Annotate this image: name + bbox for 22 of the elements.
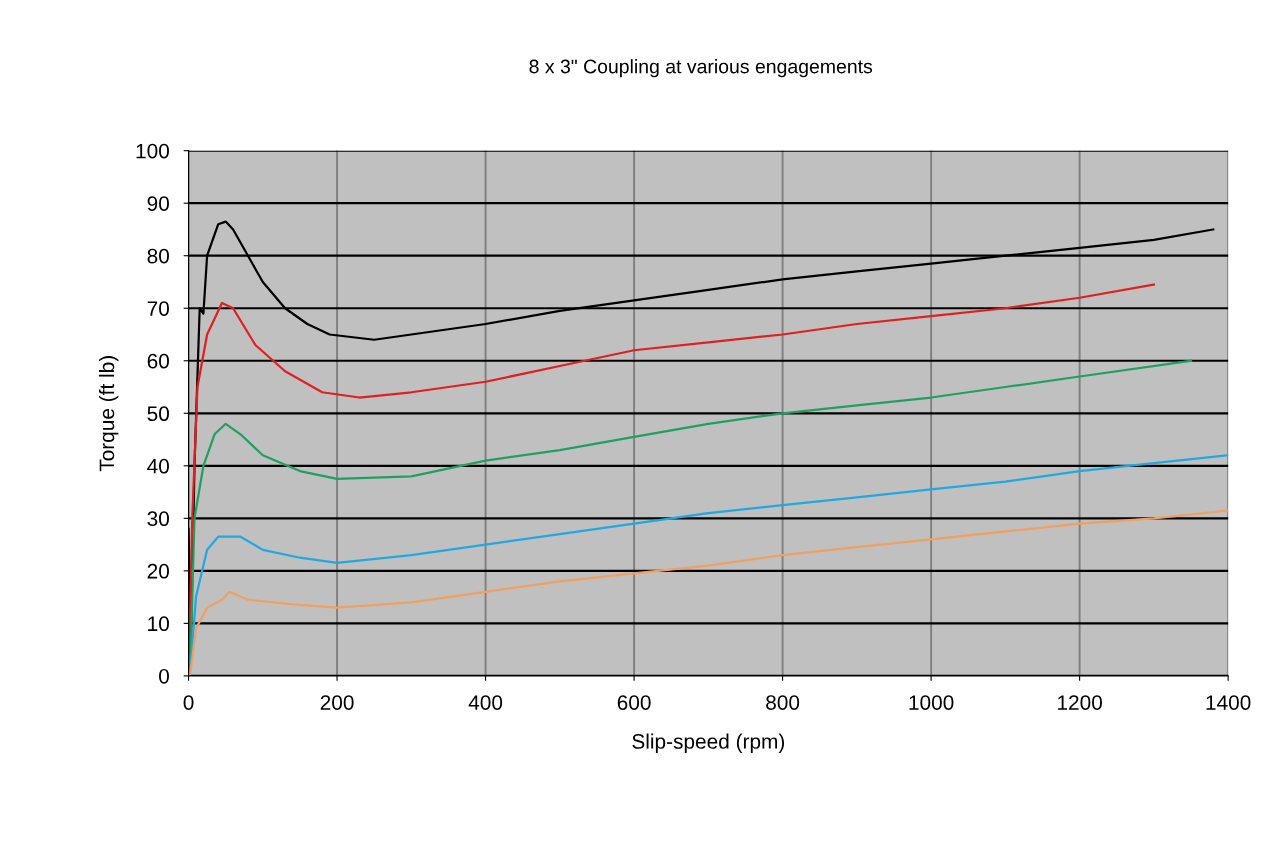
- chart-title: 8 x 3" Coupling at various engagements: [529, 59, 873, 78]
- y-tick-label: 90: [147, 196, 169, 211]
- y-tick-label: 20: [147, 563, 169, 579]
- y-tick-label: 50: [147, 406, 169, 422]
- x-tick-label: 0: [183, 695, 194, 710]
- y-tick-label: 10: [148, 616, 169, 632]
- x-tick-label: 1000: [909, 695, 954, 710]
- x-tick-label: 600: [617, 695, 651, 710]
- y-tick-label: 100: [136, 143, 169, 159]
- x-tick-label: 1200: [1058, 695, 1102, 710]
- y-axis-title: Torque (ft lb): [98, 356, 119, 472]
- y-tick-label: 60: [147, 353, 169, 369]
- y-tick-label: 0: [159, 668, 169, 684]
- y-tick-label: 40: [147, 458, 169, 474]
- y-tick-label: 70: [147, 301, 169, 316]
- x-tick-label: 200: [320, 695, 354, 710]
- y-tick-label: 80: [147, 248, 169, 264]
- x-tick-label: 800: [766, 695, 800, 710]
- x-axis-title: Slip-speed (rpm): [632, 733, 785, 753]
- y-tick-label: 30: [147, 511, 169, 527]
- x-tick-label: 400: [468, 695, 503, 710]
- x-tick-label: 1400: [1206, 695, 1251, 710]
